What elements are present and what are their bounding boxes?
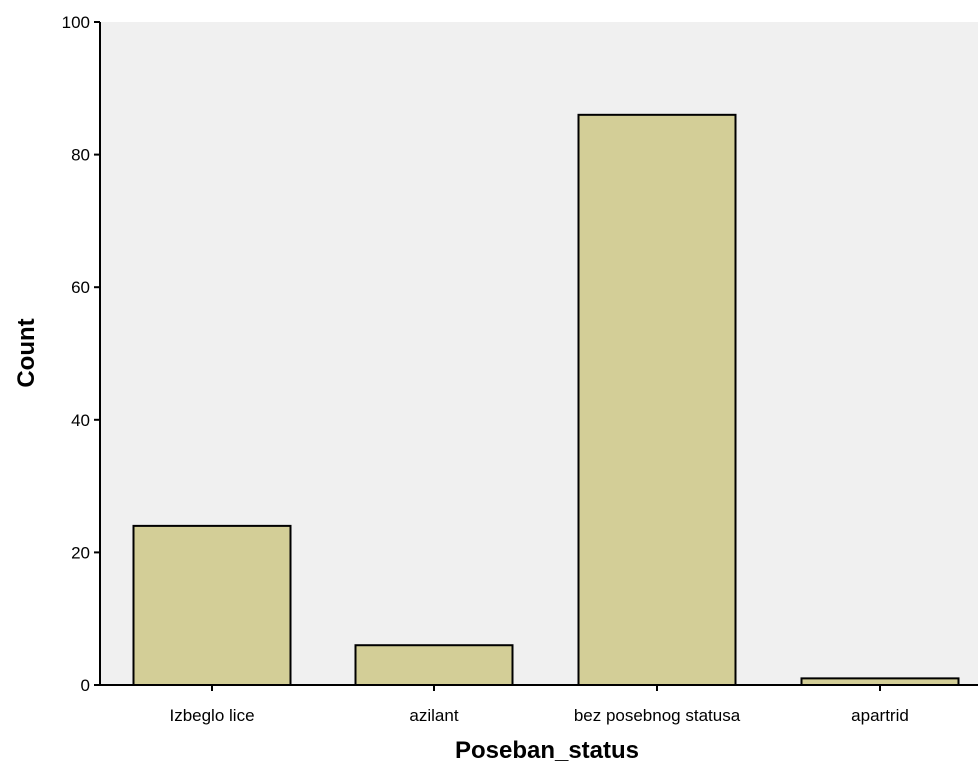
y-axis-title: Count: [13, 318, 40, 387]
y-tick-label: 20: [71, 543, 90, 562]
bar-1: [354, 644, 514, 686]
x-tick-label: Izbeglo lice: [169, 706, 254, 725]
bar-0: [132, 524, 292, 686]
x-tick-label: azilant: [409, 706, 458, 725]
x-axis-title: Poseban_status: [455, 737, 639, 764]
x-tick-label: bez posebnog statusa: [574, 706, 741, 725]
y-tick-label: 60: [71, 278, 90, 297]
bars: [132, 113, 960, 686]
y-axis-ticks: 0 20 40 60 80 100: [62, 13, 100, 695]
x-tick-label: apartrid: [851, 706, 909, 725]
bar-2: [577, 113, 737, 686]
y-tick-label: 80: [71, 146, 90, 165]
x-axis-ticks: Izbeglo lice azilant bez posebnog statusa a…: [169, 685, 909, 725]
y-tick-label: 40: [71, 411, 90, 430]
y-tick-label: 0: [81, 676, 90, 695]
y-tick-label: 100: [62, 13, 90, 32]
